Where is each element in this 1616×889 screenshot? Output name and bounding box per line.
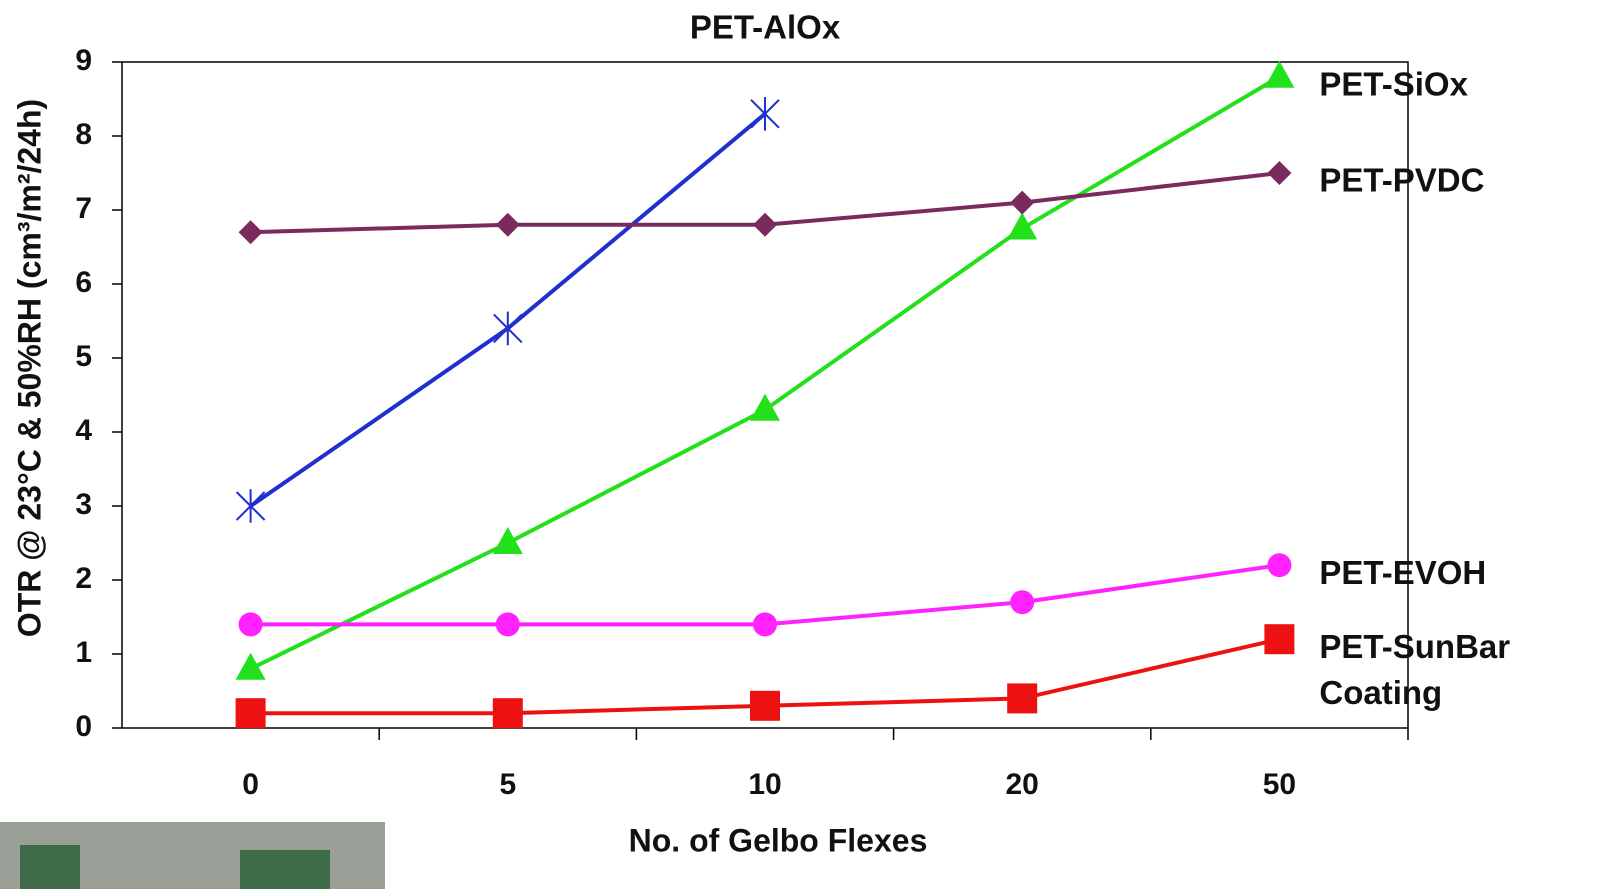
y-tick-label: 2: [75, 562, 92, 595]
y-axis-title: OTR @ 23°C & 50%RH (cm³/m²/24h): [11, 99, 47, 637]
marker: [236, 653, 266, 680]
series: [236, 624, 1295, 728]
photo-fragment: [20, 845, 80, 889]
series-label-line: PET-SunBar: [1319, 628, 1510, 665]
y-tick-label: 5: [75, 340, 92, 373]
marker: [1267, 553, 1291, 577]
marker: [1267, 161, 1291, 185]
x-axis-title: No. of Gelbo Flexes: [629, 822, 928, 858]
chart: No. of Gelbo Flexes OTR @ 23°C & 50%RH (…: [0, 0, 1616, 889]
marker: [753, 612, 777, 636]
series: [239, 553, 1292, 636]
marker: [237, 489, 265, 523]
marker: [1010, 590, 1034, 614]
marker: [239, 220, 263, 244]
series-label: PET-AlOx: [690, 9, 841, 46]
y-tick-label: 7: [75, 192, 92, 225]
marker: [496, 612, 520, 636]
x-tick-label: 5: [499, 768, 516, 801]
series-label: PET-SiOx: [1319, 66, 1468, 103]
marker: [493, 698, 523, 728]
x-tick-label: 20: [1006, 768, 1039, 801]
x-tick-label: 50: [1263, 768, 1296, 801]
marker: [1007, 213, 1037, 240]
y-tick-label: 1: [75, 636, 92, 669]
y-tick-label: 8: [75, 118, 92, 151]
series-label: PET-SunBar Coating: [1319, 628, 1510, 711]
x-tick-label: 10: [748, 768, 781, 801]
y-tick-label: 3: [75, 488, 92, 521]
series-label-line: Coating: [1319, 674, 1442, 711]
series-label: PET-EVOH: [1319, 554, 1486, 591]
series-label: PET-PVDC: [1319, 162, 1484, 199]
y-tick-label: 0: [75, 710, 92, 743]
marker: [1010, 191, 1034, 215]
marker: [1007, 683, 1037, 713]
y-tick-label: 4: [75, 414, 92, 447]
marker: [1264, 624, 1294, 654]
marker: [239, 612, 263, 636]
series: [239, 161, 1292, 244]
photo-fragment: [240, 850, 330, 889]
y-tick-label: 9: [75, 44, 92, 77]
y-tick-label: 6: [75, 266, 92, 299]
marker: [236, 698, 266, 728]
x-tick-label: 0: [242, 768, 259, 801]
series-line: [251, 77, 1280, 669]
marker: [494, 312, 522, 346]
marker: [750, 394, 780, 421]
series: [237, 97, 779, 523]
marker: [750, 691, 780, 721]
marker: [753, 213, 777, 237]
marker: [751, 97, 779, 131]
marker: [493, 527, 523, 554]
series-line: [251, 114, 765, 506]
marker: [1264, 61, 1294, 88]
marker: [496, 213, 520, 237]
